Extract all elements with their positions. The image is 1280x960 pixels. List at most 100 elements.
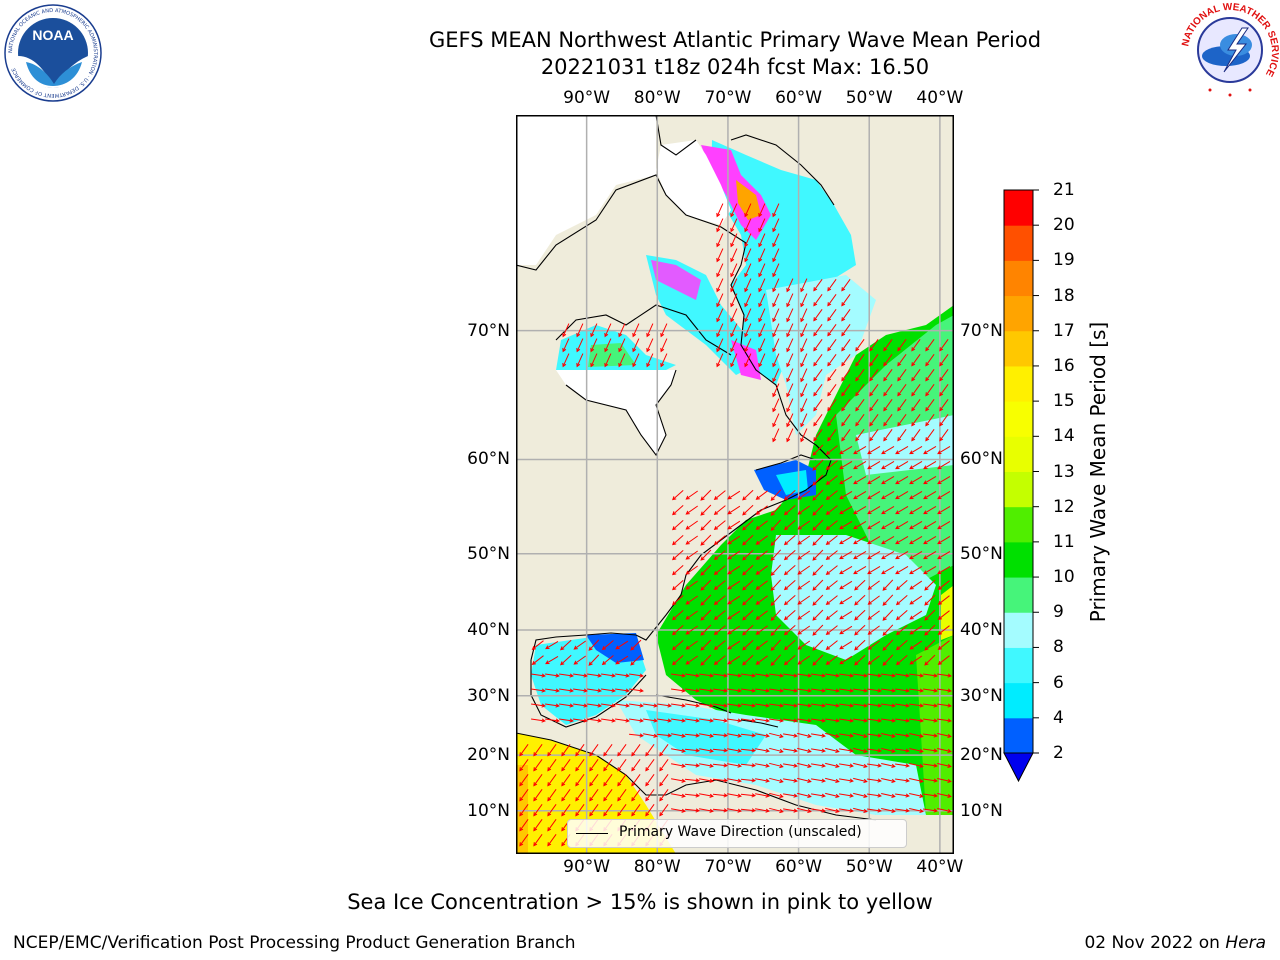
wave-direction-arrow bbox=[742, 654, 754, 666]
wave-direction-arrow bbox=[576, 338, 584, 353]
wave-direction-arrow bbox=[769, 673, 784, 678]
wave-direction-arrow bbox=[615, 688, 630, 693]
wave-direction-arrow bbox=[727, 490, 741, 500]
wave-direction-arrow bbox=[755, 580, 768, 590]
wave-direction-arrow bbox=[727, 733, 742, 738]
wave-direction-arrow bbox=[881, 718, 896, 723]
wave-direction-arrow bbox=[867, 520, 881, 530]
wave-direction-arrow bbox=[758, 278, 766, 293]
wave-direction-arrow bbox=[867, 733, 882, 738]
wave-direction-arrow bbox=[937, 475, 951, 485]
wave-direction-arrow bbox=[924, 609, 936, 621]
wave-direction-arrow bbox=[617, 774, 627, 787]
wave-direction-arrow bbox=[937, 718, 952, 723]
wave-direction-arrow bbox=[895, 793, 910, 798]
wave-direction-arrow bbox=[685, 703, 700, 708]
wave-direction-arrow bbox=[712, 733, 729, 738]
footer-left: NCEP/EMC/Verification Post Processing Pr… bbox=[13, 933, 576, 953]
map-gridlines bbox=[516, 115, 954, 854]
wave-direction-arrow bbox=[783, 718, 798, 723]
wave-direction-arrow bbox=[646, 338, 654, 353]
wave-direction-arrow bbox=[671, 793, 686, 798]
colorbar-segment bbox=[1004, 190, 1033, 226]
wave-direction-arrow bbox=[839, 733, 854, 738]
wave-direction-arrow bbox=[897, 384, 907, 397]
wave-direction-arrow bbox=[684, 808, 701, 813]
wave-direction-arrow bbox=[699, 763, 714, 768]
colorbar-segment bbox=[1004, 717, 1033, 754]
wave-direction-arrow bbox=[895, 763, 910, 768]
wave-direction-arrow bbox=[839, 808, 854, 813]
wave-direction-arrow bbox=[617, 759, 627, 772]
wave-direction-arrow bbox=[730, 203, 738, 218]
wave-direction-arrow bbox=[923, 748, 938, 753]
wave-direction-arrow bbox=[813, 309, 823, 322]
wave-direction-arrow bbox=[589, 789, 599, 802]
wave-direction-arrow bbox=[923, 535, 937, 545]
lon-tick-label: 40°W bbox=[916, 88, 964, 108]
wave-direction-arrow bbox=[854, 609, 866, 621]
wave-direction-arrow bbox=[923, 688, 938, 693]
wave-direction-arrow bbox=[740, 763, 757, 768]
footer-date: 02 Nov 2022 on bbox=[1084, 933, 1220, 953]
wave-direction-arrow bbox=[632, 323, 640, 338]
wave-direction-arrow bbox=[867, 535, 881, 545]
wave-direction-arrow bbox=[909, 640, 923, 650]
wave-direction-arrow bbox=[909, 550, 923, 560]
wave-direction-arrow bbox=[839, 778, 854, 783]
lat-tick-label: 20°N bbox=[960, 745, 1003, 766]
colorbar-segment bbox=[1004, 506, 1033, 543]
wave-direction-arrow bbox=[730, 353, 738, 368]
wave-direction-arrow bbox=[755, 718, 770, 723]
wave-direction-arrow bbox=[769, 703, 784, 708]
wave-direction-arrow bbox=[713, 703, 728, 708]
wave-direction-arrow bbox=[937, 808, 952, 813]
wave-direction-arrow bbox=[937, 595, 950, 605]
wave-direction-arrow bbox=[797, 565, 811, 575]
wave-direction-arrow bbox=[867, 490, 881, 500]
lat-tick-label: 40°N bbox=[960, 619, 1003, 640]
wave-direction-arrow bbox=[786, 368, 794, 383]
colorbar-tick-label: 11 bbox=[1053, 531, 1075, 552]
wave-direction-arrow bbox=[603, 759, 613, 772]
wave-direction-arrow bbox=[812, 639, 824, 651]
legend-line-swatch bbox=[576, 833, 608, 834]
footer-right: 02 Nov 2022 on Hera bbox=[1084, 933, 1266, 953]
wave-direction-arrow bbox=[909, 460, 923, 470]
wave-direction-arrow bbox=[545, 688, 560, 693]
wave-direction-arrow bbox=[882, 579, 894, 591]
wave-direction-arrow bbox=[716, 278, 724, 293]
wave-direction-arrow bbox=[631, 789, 641, 802]
wave-direction-arrow bbox=[590, 323, 598, 338]
wave-direction-arrow bbox=[712, 763, 729, 768]
noaa-logo: NOAA NATIONAL OCEANIC AND ATMOSPHERIC AD… bbox=[4, 4, 102, 106]
lat-tick-label: 10°N bbox=[960, 800, 1003, 821]
colorbar-segment bbox=[1004, 612, 1033, 648]
wave-direction-arrow bbox=[813, 279, 823, 292]
wave-direction-arrow bbox=[895, 445, 909, 455]
wave-direction-arrow bbox=[895, 688, 910, 693]
wave-direction-arrow bbox=[841, 324, 851, 337]
wave-direction-arrow bbox=[712, 808, 729, 813]
wave-direction-arrow bbox=[783, 688, 798, 693]
wave-direction-arrow bbox=[800, 398, 808, 413]
colorbar-segment bbox=[1004, 365, 1033, 402]
wave-direction-arrow bbox=[685, 625, 698, 635]
wave-direction-arrow bbox=[685, 580, 698, 590]
lon-tick-label: 70°W bbox=[704, 88, 752, 108]
wave-direction-arrow bbox=[716, 338, 724, 353]
wave-direction-arrow bbox=[659, 804, 669, 817]
wave-direction-arrow bbox=[783, 520, 796, 531]
wave-direction-arrow bbox=[839, 793, 854, 798]
wave-direction-arrow bbox=[742, 534, 754, 546]
wave-direction-arrow bbox=[895, 505, 909, 515]
wave-direction-arrow bbox=[909, 763, 924, 768]
wave-direction-arrow bbox=[825, 445, 838, 456]
lat-tick-label: 70°N bbox=[467, 320, 510, 341]
wave-direction-arrow bbox=[867, 460, 881, 470]
wave-direction-arrow bbox=[869, 414, 879, 427]
wave-direction-arrow bbox=[684, 733, 701, 738]
wave-direction-arrow bbox=[911, 384, 921, 397]
wave-direction-arrow bbox=[827, 294, 837, 307]
wave-direction-arrow bbox=[601, 703, 616, 708]
